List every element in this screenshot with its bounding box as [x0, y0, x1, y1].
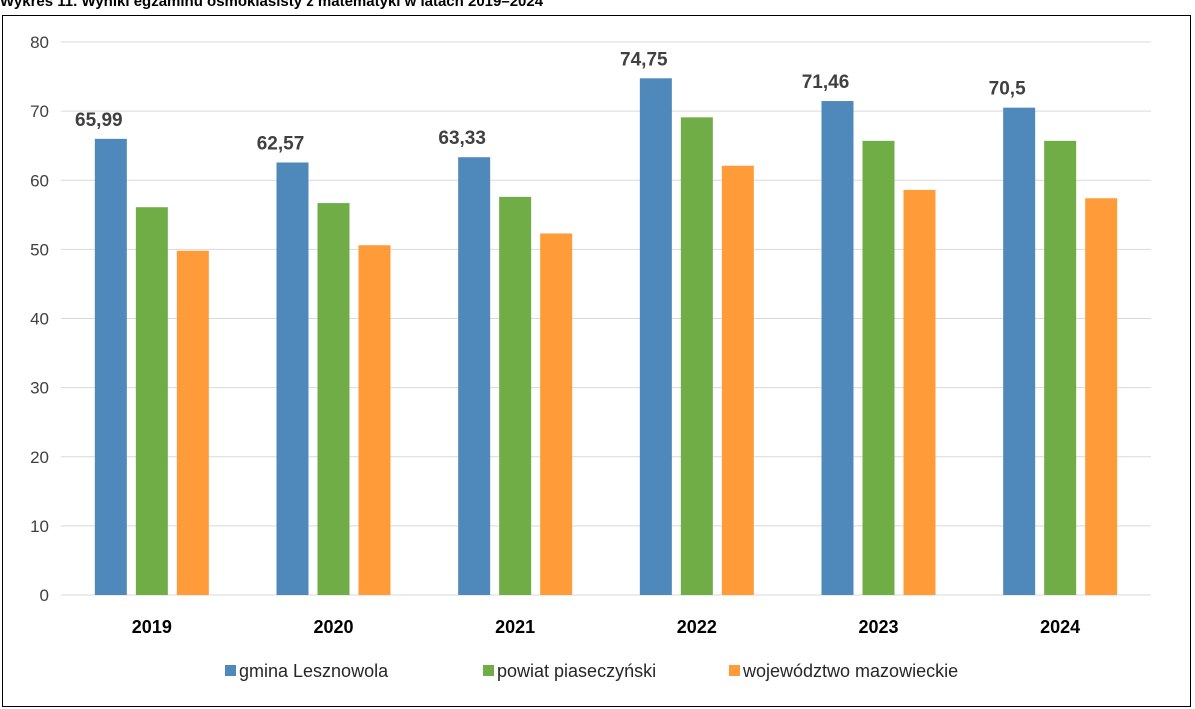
bar-2020-series-0	[276, 162, 309, 596]
bar-2022-series-1	[680, 117, 713, 595]
legend-label-1: powiat piaseczyński	[497, 661, 656, 681]
bar-2021-series-2	[540, 233, 573, 595]
y-tick-label: 80	[30, 33, 49, 52]
x-axis: 2019 2020 2021 2022 2023 2024	[132, 617, 1080, 637]
y-tick-label: 20	[30, 448, 49, 467]
data-label-2022: 74,75	[620, 49, 668, 70]
y-tick-label: 40	[30, 310, 49, 329]
bar-2021-series-1	[499, 196, 532, 595]
bar-2022-series-2	[721, 165, 754, 595]
x-tick-label-2020: 2020	[313, 617, 353, 637]
bar-2024-series-2	[1085, 198, 1118, 595]
bar-chart: 0 10 20 30 40 50 60 70 80 65,99 62,57 63,33 74,75 71…	[30, 33, 1151, 681]
y-tick-label: 50	[30, 240, 49, 259]
bar-2019-series-2	[176, 250, 209, 595]
bar-2023-series-1	[862, 140, 895, 595]
y-axis: 0 10 20 30 40 50 60 70 80	[30, 33, 49, 605]
legend: gmina Lesznowola powiat piaseczyński wojew…	[225, 661, 958, 681]
legend-label-0: gmina Lesznowola	[239, 661, 389, 681]
bar-2023-series-0	[821, 101, 854, 596]
y-tick-label: 30	[30, 379, 49, 398]
bar-2019-series-1	[135, 207, 168, 596]
bars	[94, 78, 1118, 596]
bar-2024-series-0	[1003, 107, 1036, 595]
bar-2020-series-2	[358, 245, 391, 596]
bar-2021-series-0	[458, 157, 491, 595]
y-tick-label: 70	[30, 102, 49, 121]
x-tick-label-2023: 2023	[858, 617, 898, 637]
x-tick-label-2021: 2021	[495, 617, 535, 637]
legend-swatch-2	[729, 665, 740, 676]
chart-frame: 0 10 20 30 40 50 60 70 80 65,99 62,57 63,33 74,75 71…	[2, 15, 1191, 707]
x-tick-label-2019: 2019	[132, 617, 172, 637]
y-tick-label: 60	[30, 171, 49, 190]
bar-2022-series-0	[639, 78, 672, 595]
data-label-2019: 65,99	[75, 110, 123, 131]
x-tick-label-2022: 2022	[677, 617, 717, 637]
chart-title: Wykres 11. Wyniki egzaminu ósmoklasisty …	[0, 0, 544, 10]
data-label-2021: 63,33	[438, 128, 486, 149]
x-tick-label-2024: 2024	[1040, 617, 1080, 637]
bar-2019-series-0	[94, 138, 127, 595]
y-tick-label: 10	[30, 517, 49, 536]
bar-2024-series-1	[1044, 140, 1077, 595]
legend-label-2: województwo mazowieckie	[742, 661, 958, 681]
bar-2023-series-2	[903, 189, 936, 596]
data-label-2024: 70,5	[989, 79, 1026, 100]
data-labels: 65,99 62,57 63,33 74,75 71,46 70,5	[75, 49, 1026, 154]
data-label-2023: 71,46	[802, 72, 850, 93]
legend-swatch-1	[483, 665, 494, 676]
y-tick-label: 0	[40, 586, 49, 605]
legend-swatch-0	[225, 665, 236, 676]
data-label-2020: 62,57	[257, 133, 305, 154]
gridlines	[61, 41, 1151, 596]
bar-2020-series-1	[317, 203, 350, 595]
